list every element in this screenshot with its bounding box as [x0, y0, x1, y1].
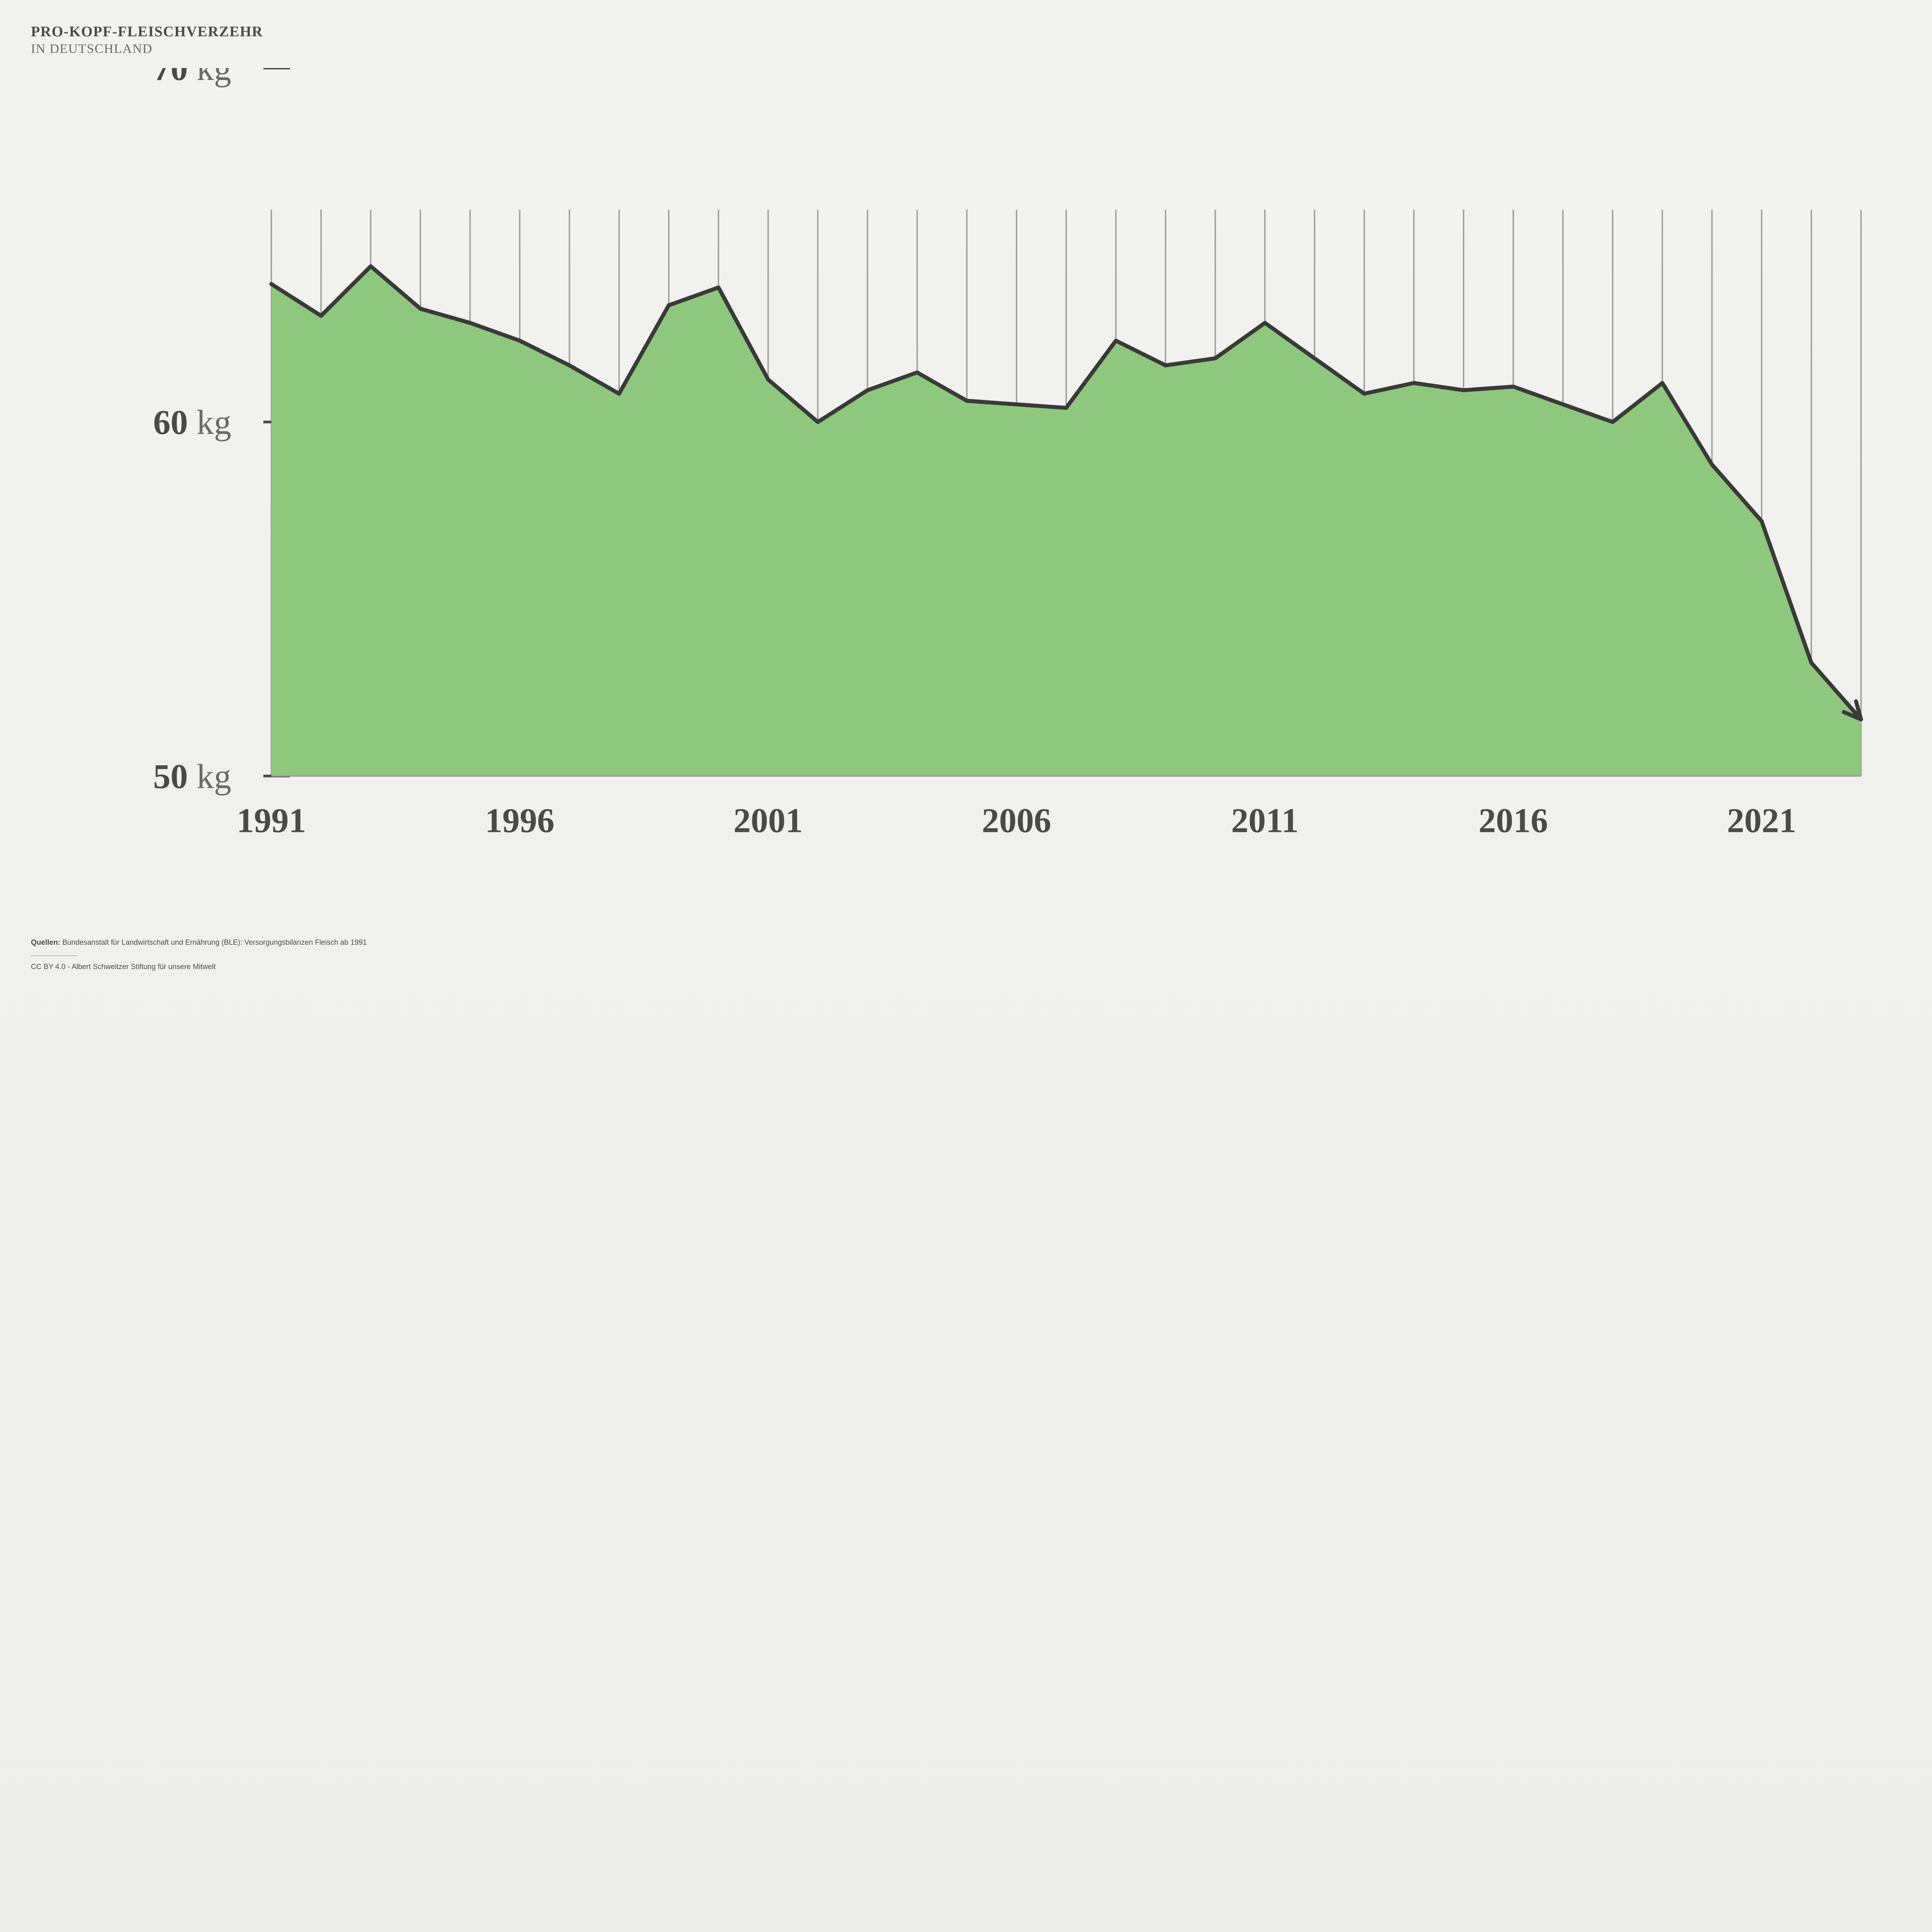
svg-text:50 kg: 50 kg — [153, 757, 231, 796]
chart-subtitle: IN DEUTSCHLAND — [31, 42, 1901, 56]
credits-block: Quellen: Bundesanstalt für Landwirtschaf… — [31, 939, 1901, 971]
svg-text:1996: 1996 — [485, 801, 554, 840]
svg-text:2016: 2016 — [1478, 801, 1548, 840]
svg-text:1991: 1991 — [236, 801, 306, 840]
source-label: Quellen: — [31, 939, 60, 947]
svg-text:2001: 2001 — [733, 801, 803, 840]
chart-container: 70 kg 60 kg 50 kg1991 1996 2001 2006 2011 2016 2… — [31, 68, 1901, 923]
area-chart: 70 kg 60 kg 50 kg1991 1996 2001 2006 2011 2016 2… — [31, 68, 1901, 923]
source-line: Quellen: Bundesanstalt für Landwirtschaf… — [31, 939, 1901, 947]
source-text-value: Bundesanstalt für Landwirtschaft und Ern… — [62, 939, 367, 947]
chart-title: PRO-KOPF-FLEISCHVERZEHR — [31, 23, 1901, 40]
svg-text:2021: 2021 — [1727, 801, 1796, 840]
svg-text:2011: 2011 — [1231, 801, 1299, 840]
license-text: CC BY 4.0 - Albert Schweitzer Stiftung f… — [31, 963, 1901, 971]
svg-text:2006: 2006 — [982, 801, 1051, 840]
svg-text:70 kg: 70 kg — [153, 68, 231, 88]
svg-text:60 kg: 60 kg — [153, 403, 231, 442]
